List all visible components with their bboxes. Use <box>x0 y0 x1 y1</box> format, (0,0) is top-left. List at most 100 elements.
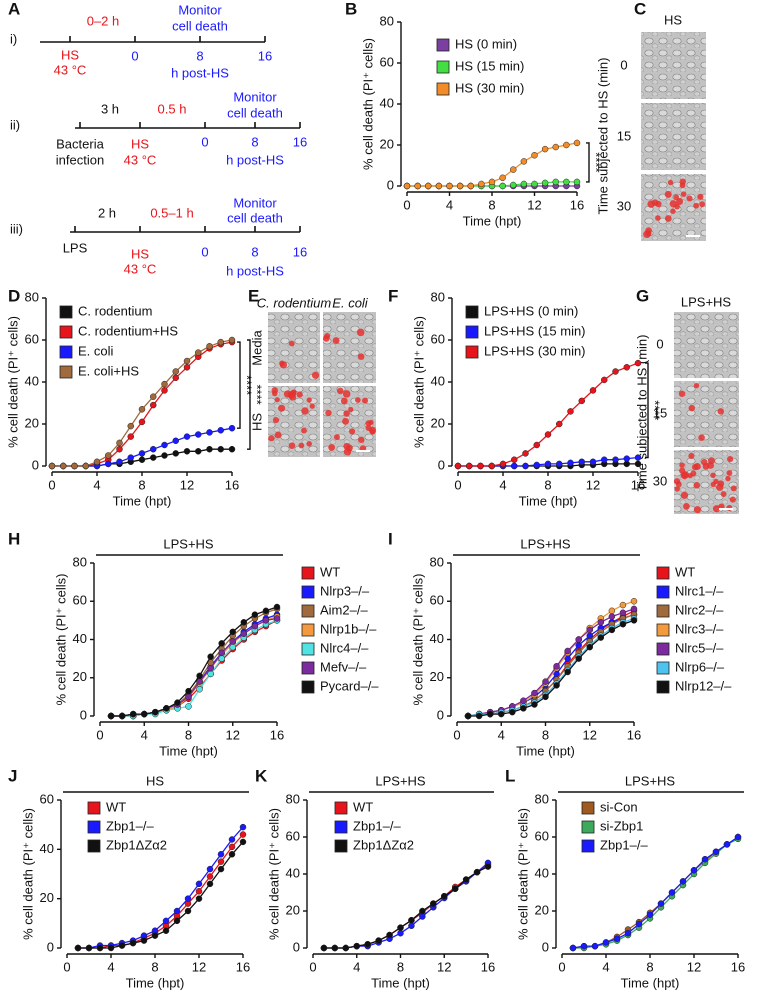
data-point <box>183 364 191 371</box>
data-point <box>586 632 593 639</box>
data-point <box>531 701 538 708</box>
x-tick-label: 8 <box>646 959 653 974</box>
panel-label: B <box>345 0 357 18</box>
legend-label: Zbp1–/– <box>353 818 401 833</box>
data-point <box>93 458 101 466</box>
row-label: 0 <box>656 336 663 351</box>
data-point <box>206 343 213 350</box>
pi-cell <box>306 441 312 447</box>
data-point <box>575 655 582 662</box>
pi-cell <box>717 408 725 415</box>
data-point <box>217 865 225 873</box>
monitor: cell death <box>227 105 283 120</box>
y-tick-label: 40 <box>380 95 394 110</box>
y-tick-label: 40 <box>73 631 87 646</box>
pi-cell <box>348 406 354 413</box>
data-point <box>624 929 632 937</box>
data-point <box>173 907 181 915</box>
data-point <box>228 336 236 344</box>
pi-cell <box>726 504 733 512</box>
pi-cell <box>288 442 296 450</box>
significance: **** <box>250 384 265 404</box>
data-point <box>564 668 571 676</box>
pi-cell <box>667 179 674 186</box>
data-point <box>619 601 627 609</box>
significance: **** <box>589 152 604 172</box>
pre-interval: 3 h <box>101 101 119 116</box>
legend-swatch <box>581 820 595 834</box>
y-tick-label: 60 <box>380 54 394 69</box>
pi-cell <box>693 506 702 514</box>
data-point <box>118 942 126 949</box>
hs: HS <box>131 136 149 151</box>
data-point <box>567 459 574 467</box>
micrograph <box>674 381 739 447</box>
data-point <box>520 158 528 165</box>
y-tick-label: 20 <box>535 902 549 917</box>
y-tick-label: 0 <box>80 707 87 722</box>
data-point <box>608 607 616 615</box>
data-point <box>575 636 582 643</box>
pi-cell <box>274 397 280 403</box>
x-tick-label: 8 <box>185 727 192 742</box>
x-tick-label: 4 <box>498 727 505 742</box>
x-tick-label: 16 <box>481 959 495 974</box>
timeline-diagram: A i) 0–2 h Monitor cell death HS 43 °C 0… <box>8 0 307 278</box>
pi-cell <box>336 387 344 395</box>
data-point <box>228 851 236 858</box>
data-point <box>229 628 236 636</box>
pi-cell <box>678 390 686 397</box>
x-tick-label: 16 <box>627 727 641 742</box>
y-tick-label: 60 <box>73 593 87 608</box>
data-point <box>206 445 213 453</box>
legend-label: WT <box>353 799 373 814</box>
legend-swatch <box>301 604 315 618</box>
row-label: 15 <box>617 128 631 143</box>
pi-cell <box>271 390 278 397</box>
monitor: cell death <box>172 18 228 33</box>
legend-label: E. coli+HS <box>78 363 139 378</box>
y-tick-label: 40 <box>25 373 39 388</box>
legend-swatch <box>436 82 450 96</box>
pi-cell <box>362 397 369 404</box>
x-label: Time (hpt) <box>113 493 172 508</box>
data-point <box>206 865 214 873</box>
data-point <box>185 703 192 710</box>
data-point <box>172 374 179 382</box>
data-point <box>60 462 67 470</box>
data-point <box>151 932 159 939</box>
data-point <box>634 460 642 468</box>
panel-title: HS <box>664 12 682 27</box>
data-point <box>173 917 181 925</box>
pi-cell <box>655 215 661 221</box>
row-label: HS <box>249 413 264 431</box>
data-point <box>580 942 588 950</box>
y-tick-label: 40 <box>40 841 54 856</box>
pi-cell <box>679 182 686 189</box>
data-point <box>478 180 485 188</box>
data-point <box>172 450 179 457</box>
data-point <box>229 638 236 645</box>
start: infection <box>56 152 104 167</box>
data-point <box>172 437 179 445</box>
tick-label: 0 <box>201 244 208 259</box>
data-point <box>262 607 270 615</box>
x-tick-label: 8 <box>542 727 549 742</box>
data-point <box>573 139 581 147</box>
data-point <box>634 454 642 461</box>
start: Bacteria <box>56 136 104 151</box>
tick-label: 8 <box>251 244 258 259</box>
data-point <box>520 180 528 188</box>
panel-label: G <box>636 286 649 305</box>
significance: **** <box>240 375 255 395</box>
y-tick-label: 60 <box>535 828 549 843</box>
pi-cell <box>673 478 681 485</box>
series-line <box>78 834 244 949</box>
pi-cell <box>697 193 704 200</box>
pi-cell <box>688 404 695 412</box>
pi-cell <box>296 391 303 398</box>
data-point <box>138 450 146 457</box>
y-tick-label: 80 <box>25 289 39 304</box>
data-point <box>239 838 247 846</box>
unit: h post-HS <box>226 152 284 167</box>
